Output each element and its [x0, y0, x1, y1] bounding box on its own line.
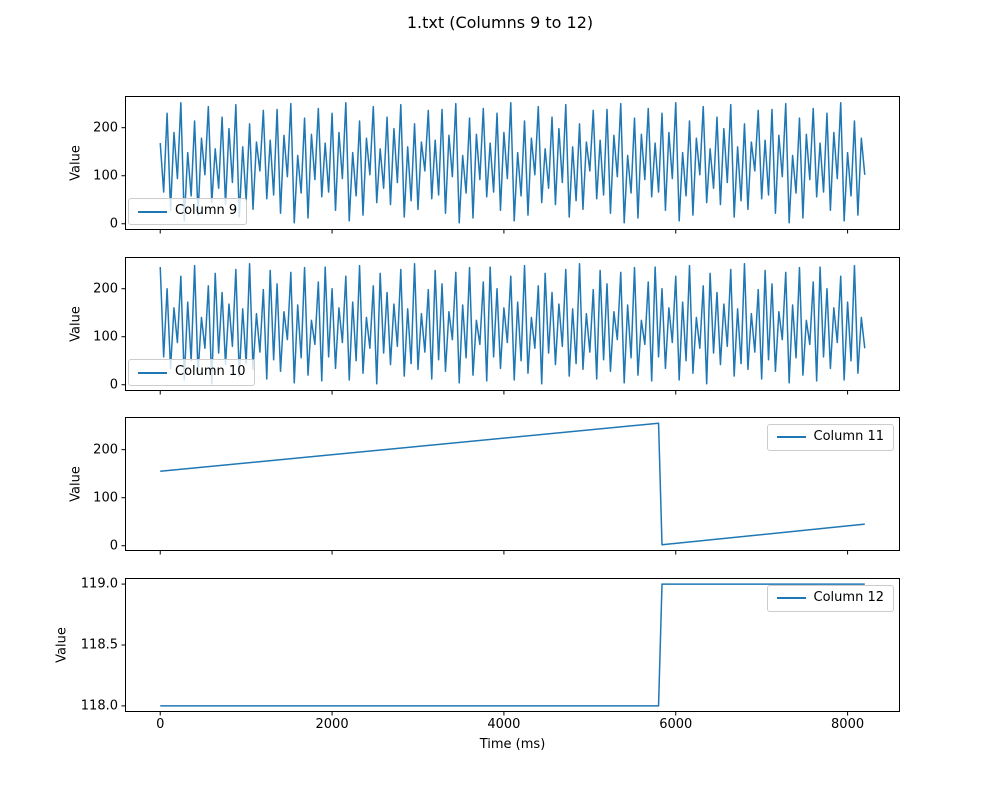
legend-line-sample [776, 436, 806, 439]
y-tick-label: 118.0 [80, 698, 118, 714]
y-tick-label: 0 [109, 538, 118, 554]
y-tick-label: 118.5 [80, 637, 118, 653]
y-axis-label: Value [68, 466, 84, 502]
data-line [160, 583, 865, 707]
axes-frame [125, 417, 900, 551]
axes-frame [125, 257, 900, 391]
y-tick-label: 100 [93, 329, 118, 345]
x-tick-label: 4000 [487, 717, 521, 732]
x-tick-label: 2000 [315, 717, 349, 732]
plot-area-column-11 [121, 417, 900, 555]
subplot-column-12: Value Column 12 118.0 118.5 119.0 0 2000 4000… [55, 577, 900, 732]
axes-frame [125, 96, 900, 230]
subplot-column-11: Value Column 11 0 100 200 [69, 417, 900, 555]
y-tick-label: 0 [109, 216, 118, 232]
y-tick-label: 100 [93, 168, 118, 184]
legend-label: Column 11 [813, 429, 884, 444]
plot-area-column-12 [121, 578, 900, 716]
data-line [160, 422, 865, 546]
axes-frame [125, 578, 900, 712]
figure-title: 1.txt (Columns 9 to 12) [406, 13, 594, 32]
x-tick-label: 8000 [831, 717, 865, 732]
y-tick-label: 200 [93, 281, 118, 297]
subplot-column-10: Value Column 10 0 100 200 [69, 257, 900, 395]
y-axis-label: Value [54, 627, 70, 663]
legend-column-9: Column 9 [128, 198, 248, 225]
plot-area-column-9 [121, 96, 900, 234]
y-tick-label: 200 [93, 442, 118, 458]
data-line [159, 262, 866, 385]
legend-line-sample [138, 210, 167, 213]
legend-label: Column 9 [175, 203, 238, 219]
legend-label: Column 10 [175, 364, 246, 380]
plot-area-column-10 [121, 257, 900, 395]
y-tick-label: 200 [93, 120, 118, 136]
x-tick-label: 0 [156, 717, 165, 732]
legend-line-sample [776, 597, 806, 600]
y-axis-label: Value [68, 306, 84, 342]
x-tick-label: 6000 [659, 717, 693, 732]
legend-column-11: Column 11 [766, 424, 894, 451]
y-tick-label: 0 [109, 377, 118, 393]
y-tick-label: 100 [93, 490, 118, 506]
y-tick-label: 119.0 [80, 576, 118, 592]
y-axis-label: Value [68, 145, 84, 181]
legend-column-12: Column 12 [766, 585, 894, 612]
data-line [159, 101, 866, 224]
x-axis-label: Time (ms) [479, 737, 546, 752]
legend-line-sample [138, 371, 167, 374]
legend-label: Column 12 [813, 590, 884, 605]
legend-column-10: Column 10 [128, 359, 256, 386]
subplot-column-9: Value Column 9 0 100 200 [69, 96, 900, 234]
